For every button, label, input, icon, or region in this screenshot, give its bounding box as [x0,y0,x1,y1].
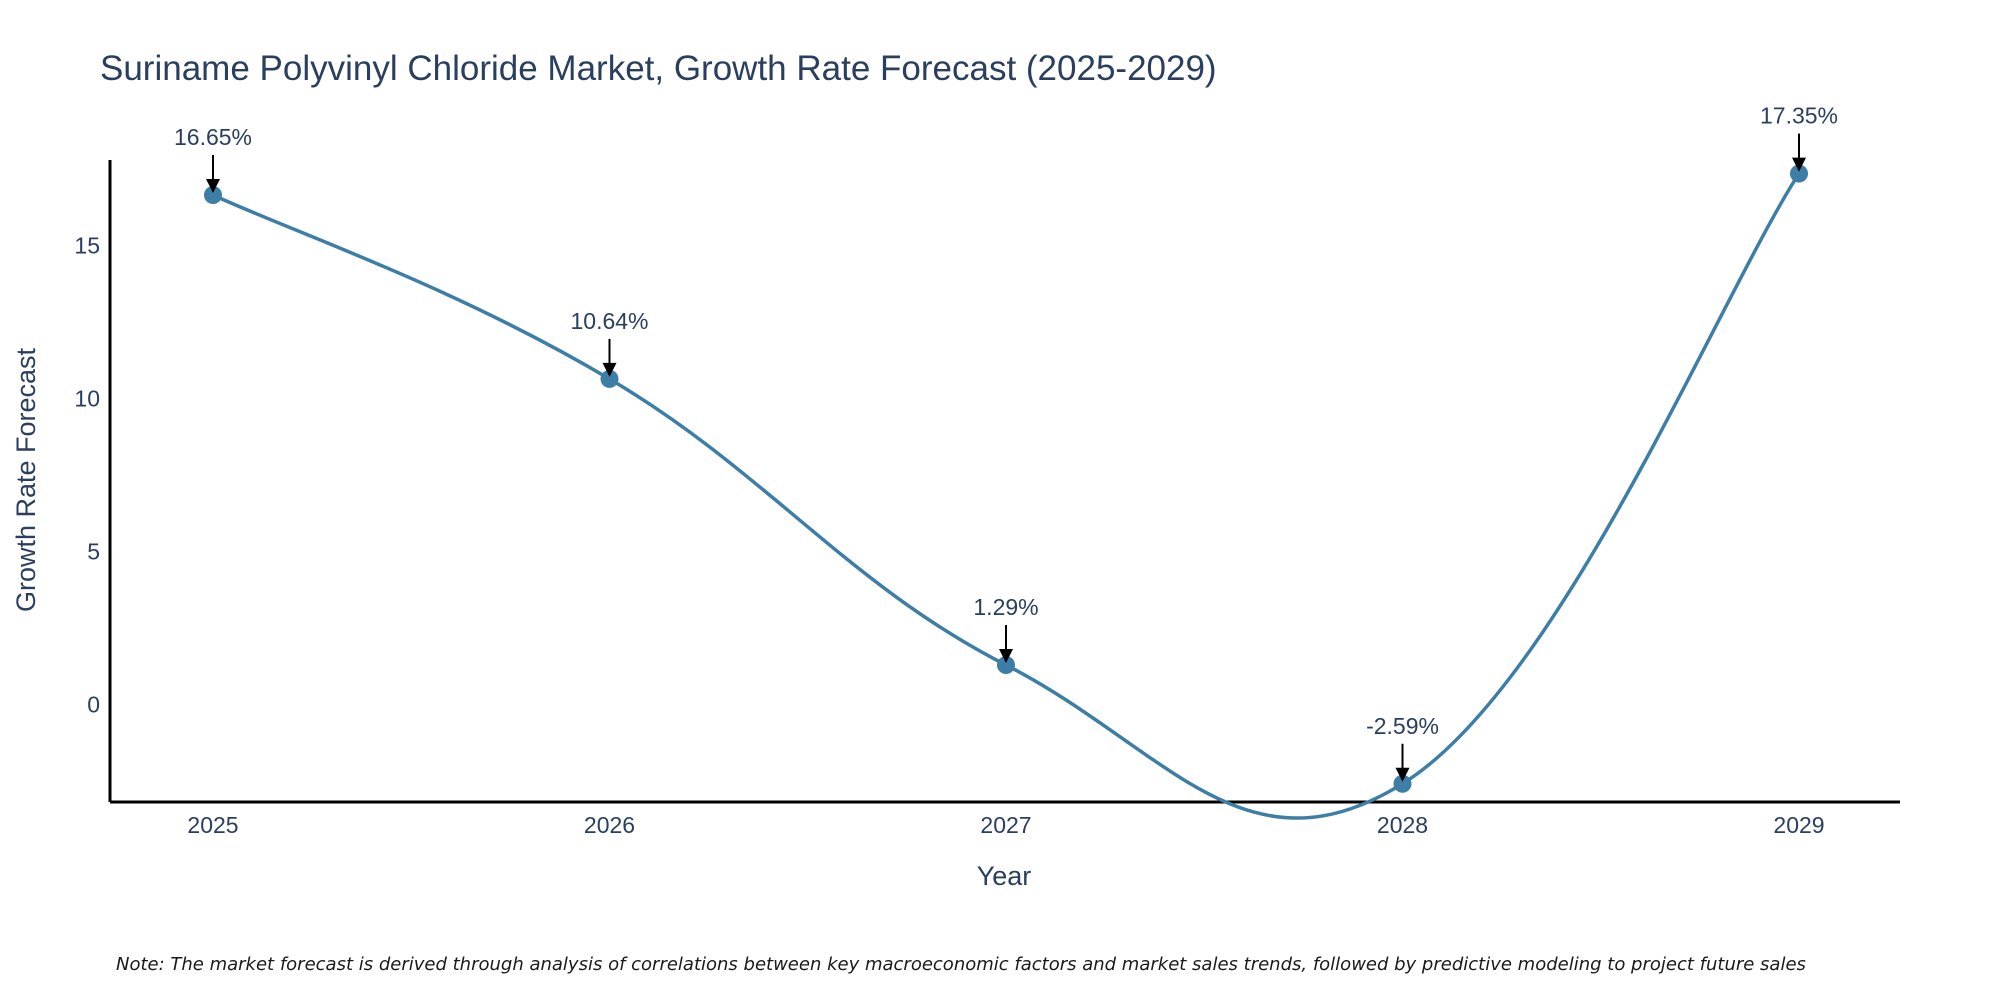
series-line [212,172,1801,820]
y-axis-ticks: 0 5 10 15 [74,233,100,718]
annotation-arrow-head [999,649,1013,664]
footnote: Note: The market forecast is derived thr… [116,954,1806,975]
x-tick-label: 2027 [980,812,1031,838]
data-point [600,369,619,388]
annotation-arrow-head [1792,157,1806,172]
data-label: 1.29% [973,594,1038,620]
data-label: 17.35% [1760,103,1838,129]
data-point [204,186,222,205]
y-tick-label: 0 [87,692,100,718]
data-point [1790,164,1808,183]
y-tick-label: 10 [74,386,100,412]
data-annotations: 16.65% 10.64% 1.29% -2.59% 17.35% [174,103,1838,782]
annotation-arrow-head [206,179,220,194]
x-tick-label: 2025 [187,812,238,838]
y-axis-title: Growth Rate Forecast [11,347,41,612]
y-tick-label: 15 [74,233,100,259]
x-tick-label: 2028 [1377,812,1428,838]
data-points [204,164,1808,793]
data-point [997,656,1015,675]
data-label: -2.59% [1366,713,1439,739]
data-point [1393,774,1412,793]
x-axis-title: Year [977,861,1032,891]
data-label: 10.64% [570,308,648,334]
chart-title: Suriname Polyvinyl Chloride Market, Grow… [100,49,1217,88]
y-tick-label: 5 [87,539,100,565]
x-tick-label: 2029 [1773,812,1824,838]
data-label: 16.65% [174,124,252,150]
x-tick-label: 2026 [584,812,635,838]
annotation-arrow-head [1395,767,1410,782]
annotation-arrow-head [602,362,617,377]
x-axis-ticks: 2025 2026 2027 2028 2029 [187,812,1824,838]
